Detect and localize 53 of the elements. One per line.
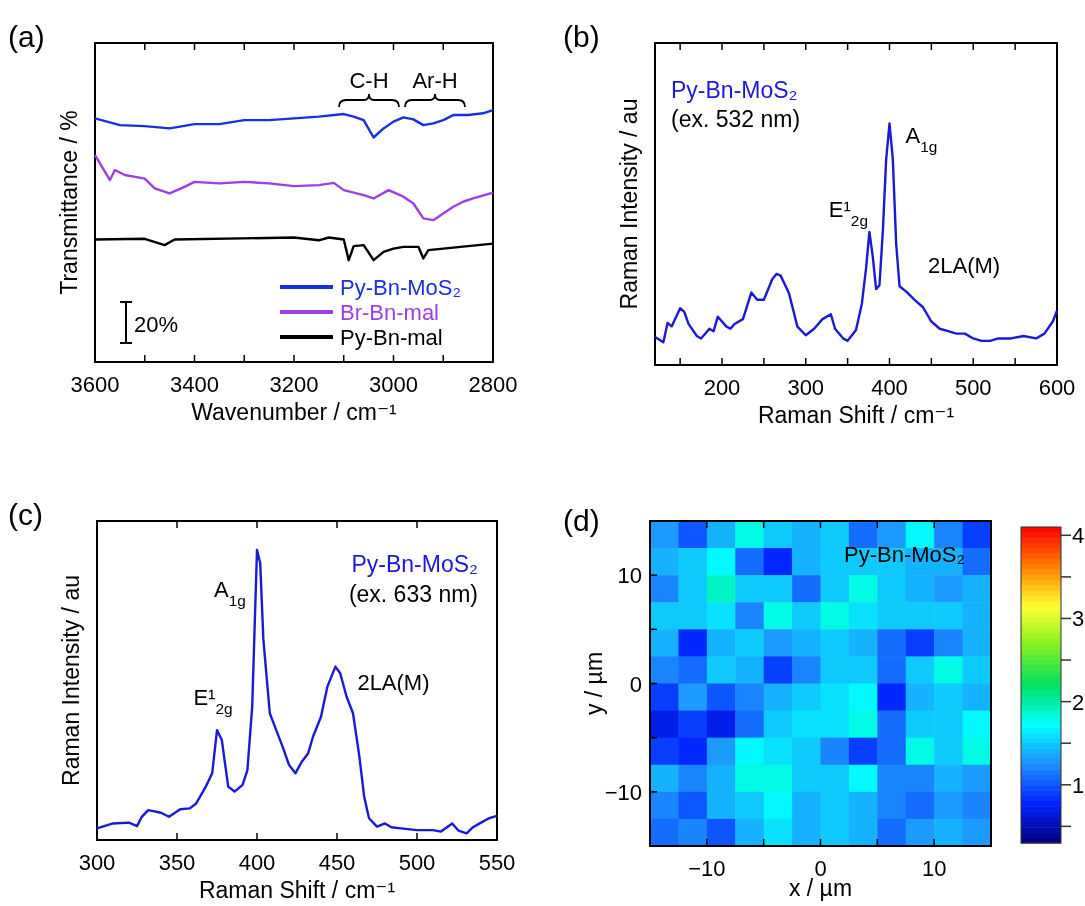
- y-axis-title: Raman Intensity / au: [58, 575, 84, 786]
- x-tick-label: 450: [318, 850, 356, 875]
- color-bar-label: 3: [1072, 606, 1085, 632]
- x-tick-label: 600: [1038, 375, 1076, 400]
- annotation: 2LA(M): [928, 253, 1001, 279]
- annotation: 20%: [134, 312, 179, 337]
- annotation: E¹$_{2g}$: [193, 685, 233, 717]
- chart-title: (d): [563, 504, 600, 537]
- x-tick-label: −10: [688, 856, 726, 881]
- y-axis-title: y / µm: [581, 651, 607, 716]
- color-bar-label: 4: [1072, 523, 1085, 549]
- x-tick-label: 400: [871, 375, 908, 400]
- x-tick-label: 10: [921, 856, 947, 881]
- text: C-H: [349, 68, 389, 93]
- x-tick-label: 300: [78, 850, 116, 875]
- x-tick-label: 500: [954, 375, 992, 400]
- text: (ex. 633 nm): [348, 581, 478, 607]
- x-tick-label: 3200: [269, 372, 319, 397]
- x-tick-label: 400: [238, 850, 276, 875]
- chart-subtitle: (ex. 532 nm): [671, 106, 801, 132]
- x-tick-label: 350: [158, 850, 196, 875]
- chart-title: (c): [8, 498, 43, 531]
- y-axis-title: Raman Intensity / au: [616, 98, 642, 310]
- y-tick-label: 0: [629, 671, 642, 697]
- x-tick-label: 200: [703, 375, 741, 400]
- legend-label: Br-Bn-mal: [340, 300, 440, 325]
- chart-title: (b): [563, 20, 600, 53]
- x-axis-title: Wavenumber / cm⁻¹: [191, 399, 398, 425]
- color-bar-label: 1: [1072, 772, 1085, 798]
- chart-title: (a): [8, 20, 45, 53]
- x-tick-label: 3000: [369, 372, 418, 397]
- x-tick-label: 3600: [70, 372, 120, 397]
- x-tick-label: 2800: [468, 372, 518, 397]
- x-tick-label: 550: [478, 850, 516, 875]
- text: Py-Bn-MoS₂: [671, 77, 798, 103]
- x-axis-title: Raman Shift / cm⁻¹: [198, 877, 396, 903]
- y-axis-title: Transmittance / %: [56, 110, 82, 295]
- legend-label: Py-Bn-MoS₂: [340, 275, 462, 300]
- legend-label: Py-Bn-mal: [340, 325, 443, 350]
- annotation: A$_{1g}$: [905, 123, 938, 155]
- x-tick-label: 3400: [170, 372, 219, 397]
- x-tick-label: 500: [398, 850, 436, 875]
- annotation: Py-Bn-MoS₂: [843, 542, 965, 567]
- annotation: E¹$_{2g}$: [828, 197, 868, 229]
- annotation: A$_{1g}$: [214, 577, 246, 609]
- y-tick-label: 10: [617, 563, 642, 589]
- color-bar-label: 2: [1072, 689, 1085, 715]
- text: Py-Bn-MoS₂: [351, 551, 478, 577]
- text: Ar-H: [412, 68, 458, 93]
- x-tick-label: 300: [787, 375, 825, 400]
- x-axis-title: Raman Shift / cm⁻¹: [757, 402, 955, 428]
- y-tick-label: −10: [604, 779, 642, 805]
- annotation: 2LA(M): [357, 669, 430, 695]
